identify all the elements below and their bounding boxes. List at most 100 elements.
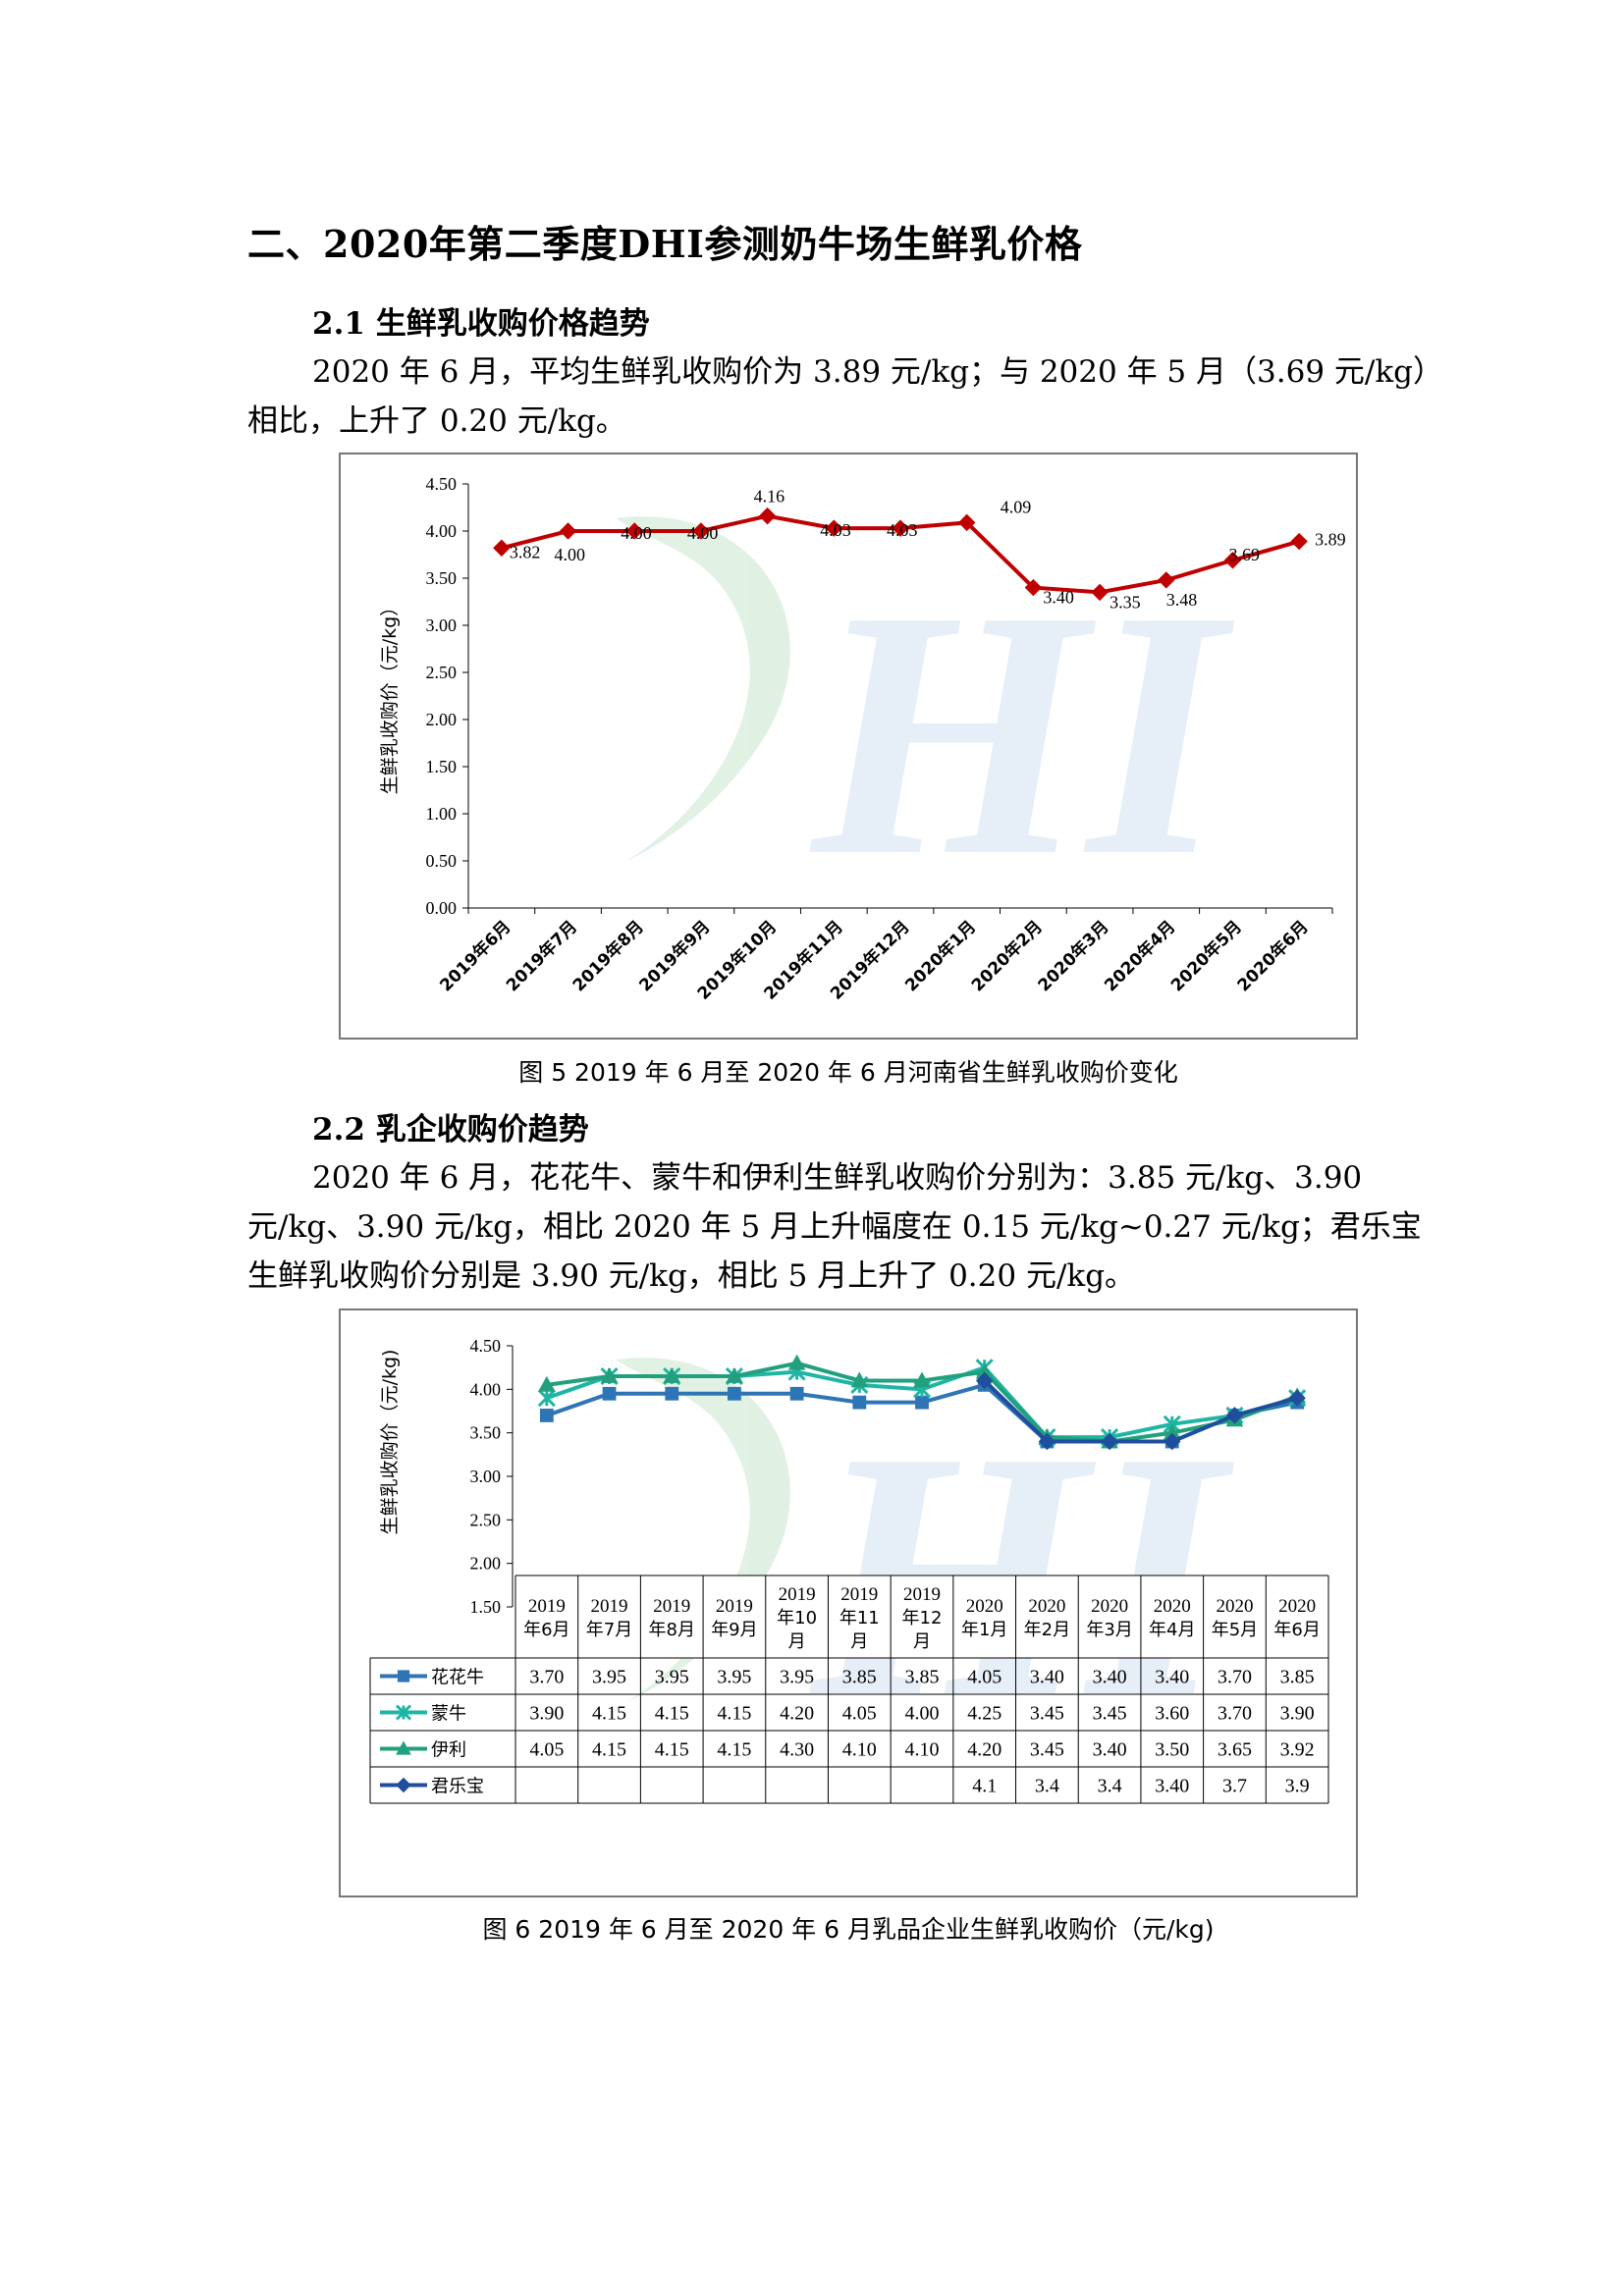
table-column-header: 年3月 xyxy=(1086,1620,1132,1640)
table-column-header: 2019 xyxy=(653,1596,690,1617)
table-cell: 3.50 xyxy=(1155,1739,1189,1761)
square-marker xyxy=(539,1409,554,1422)
y-tick-label: 3.00 xyxy=(470,1467,502,1486)
table-cell: 3.4 xyxy=(1098,1776,1122,1797)
table-column-header: 年12 xyxy=(902,1608,943,1629)
table-cell: 4.05 xyxy=(842,1703,877,1725)
diamond-marker xyxy=(396,1777,411,1793)
table-cell: 3.95 xyxy=(717,1667,751,1688)
y-tick-label: 4.50 xyxy=(470,1336,502,1356)
square-marker xyxy=(728,1386,741,1401)
y-tick-label: 0.00 xyxy=(426,898,458,918)
table-cell: 4.30 xyxy=(780,1739,814,1761)
diamond-marker xyxy=(758,507,777,525)
figure-caption-6: 图 6 2019 年 6 月至 2020 年 6 月乳品企业生鲜乳收购价（元/k… xyxy=(482,1915,1215,1944)
y-tick-label: 2.00 xyxy=(470,1554,502,1574)
y-tick-label: 1.50 xyxy=(426,757,458,776)
dhi-watermark: HI xyxy=(616,516,1236,929)
chart-1: HI 0.00 0.50 1.00 1.50 2.00 2.50 3.00 3.50 4.00 4.… xyxy=(379,474,1346,1004)
table-column-header: 2020 xyxy=(1216,1596,1253,1617)
chart-2: HI1.502.002.503.003.504.004.50生鲜乳收购价（元/k… xyxy=(369,1336,1329,1804)
table-cell: 3.45 xyxy=(1093,1703,1127,1725)
table-cell: 4.15 xyxy=(717,1703,751,1725)
table-column-header: 2019 xyxy=(840,1584,878,1605)
table-column-header: 年5月 xyxy=(1212,1620,1258,1640)
watermark-leaf xyxy=(616,1358,790,1703)
triangle-marker xyxy=(663,1367,681,1383)
y-tick-label: 0.50 xyxy=(426,851,458,871)
table-cell: 3.4 xyxy=(1035,1776,1059,1797)
table-cell: 4.10 xyxy=(905,1739,940,1761)
data-label: 4.00 xyxy=(687,523,719,543)
square-marker xyxy=(602,1386,617,1401)
x-tick-label: 2020年6月 xyxy=(1233,917,1313,996)
data-label: 3.82 xyxy=(510,542,541,561)
table-column-header: 年2月 xyxy=(1024,1620,1070,1640)
table-column-header: 月 xyxy=(850,1631,868,1652)
diamond-marker xyxy=(1158,571,1175,589)
diamond-marker xyxy=(975,1371,994,1390)
diamond-marker xyxy=(1225,1407,1244,1424)
data-label: 4.03 xyxy=(820,520,851,540)
table-cell: 4.20 xyxy=(967,1739,1001,1761)
data-label: 4.09 xyxy=(1001,497,1032,516)
table-cell: 4.15 xyxy=(655,1739,689,1761)
data-label: 4.16 xyxy=(754,487,785,507)
table-column-header: 年6月 xyxy=(523,1620,569,1640)
table-cell: 3.70 xyxy=(529,1667,564,1688)
diamond-marker xyxy=(692,522,710,540)
data-label: 3.48 xyxy=(1166,590,1198,610)
table-cell: 3.40 xyxy=(1093,1667,1127,1688)
legend-label: 蒙牛 xyxy=(431,1704,466,1725)
square-marker xyxy=(665,1386,679,1401)
table-column-header: 2020 xyxy=(1091,1596,1128,1617)
table-column-header: 2020 xyxy=(1028,1596,1065,1617)
table-cell: 3.95 xyxy=(655,1667,689,1688)
table-cell: 3.85 xyxy=(1280,1667,1315,1688)
table-cell: 3.90 xyxy=(1280,1703,1315,1725)
y-axis-label: 生鲜乳收购价（元/kg) xyxy=(379,1350,401,1535)
table-column-header: 2019 xyxy=(716,1596,753,1617)
data-label: 3.89 xyxy=(1315,530,1346,550)
diamond-marker xyxy=(825,519,843,537)
y-tick-label: 2.50 xyxy=(470,1510,502,1529)
data-label: 3.69 xyxy=(1228,545,1260,564)
y-tick-label: 4.50 xyxy=(426,474,458,494)
paragraph-line: 2020 年 6 月，花花牛、蒙牛和伊利生鲜乳收购价分别为：3.85 元/kg、… xyxy=(312,1160,1363,1196)
watermark-leaf xyxy=(616,516,790,862)
star-marker xyxy=(395,1704,412,1721)
table-cell: 4.00 xyxy=(905,1703,940,1725)
y-tick-label: 2.50 xyxy=(426,663,458,682)
table-cell: 4.1 xyxy=(972,1776,997,1797)
table-cell: 3.60 xyxy=(1155,1703,1189,1725)
triangle-marker xyxy=(396,1740,411,1755)
triangle-marker xyxy=(850,1371,869,1388)
y-tick-label: 1.50 xyxy=(470,1597,502,1617)
paragraph-line: 元/kg、3.90 元/kg，相比 2020 年 5 月上升幅度在 0.15 元… xyxy=(247,1209,1422,1245)
table-column-header: 2020 xyxy=(1278,1596,1316,1617)
paragraph-line: 相比，上升了 0.20 元/kg。 xyxy=(247,403,626,439)
table-column-header: 2019 xyxy=(528,1596,566,1617)
diamond-marker xyxy=(1290,532,1308,551)
table-cell: 3.9 xyxy=(1285,1776,1310,1797)
data-label: 4.00 xyxy=(621,523,652,543)
table-column-header: 年7月 xyxy=(586,1620,632,1640)
y-tick-label: 3.00 xyxy=(426,615,458,635)
data-label: 4.03 xyxy=(887,520,918,540)
diamond-marker xyxy=(493,539,511,557)
data-table: 2019年6月2019年7月2019年8月2019年9月2019年10月2019… xyxy=(369,1575,1329,1804)
table-cell: 3.70 xyxy=(1218,1703,1252,1725)
square-marker xyxy=(852,1395,867,1410)
diamond-marker xyxy=(1101,1432,1118,1451)
diamond-marker xyxy=(625,522,643,540)
square-marker xyxy=(789,1386,804,1401)
paragraph-line: 生鲜乳收购价分别是 3.90 元/kg，相比 5 月上升了 0.20 元/kg。 xyxy=(247,1258,1136,1294)
table-column-header: 2019 xyxy=(903,1584,941,1605)
square-marker xyxy=(915,1395,929,1410)
data-label: 3.35 xyxy=(1110,592,1141,612)
table-cell: 3.70 xyxy=(1218,1667,1252,1688)
triangle-marker xyxy=(600,1367,619,1383)
table-column-header: 年9月 xyxy=(711,1620,757,1640)
table-column-header: 2019 xyxy=(591,1596,628,1617)
table-cell: 3.95 xyxy=(592,1667,626,1688)
